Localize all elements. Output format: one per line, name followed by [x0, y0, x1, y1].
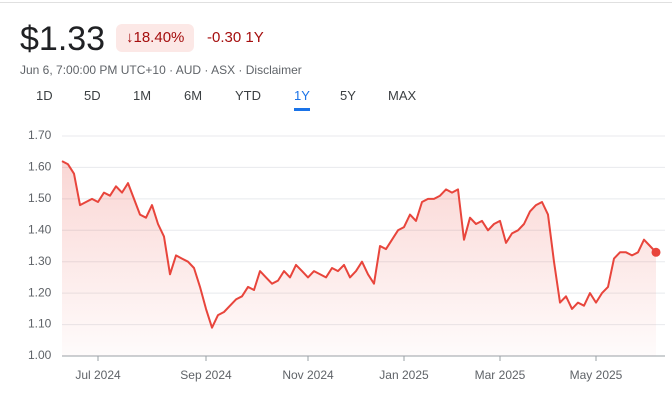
x-tick-label: Mar 2025 — [475, 368, 526, 382]
last-point — [651, 247, 661, 257]
price: $1.33 — [20, 20, 106, 58]
area — [62, 161, 656, 356]
y-tick-label: 1.60 — [28, 160, 52, 174]
change-percent: 18.40% — [133, 29, 185, 46]
range-tab[interactable]: MAX — [388, 88, 417, 103]
price-line — [61, 160, 657, 329]
range-tab[interactable]: YTD — [235, 88, 261, 103]
change-badge: ↓18.40% — [116, 24, 195, 52]
change: -0.30 1Y — [207, 29, 264, 46]
x-tick-label: Jul 2024 — [75, 368, 121, 382]
range-tab[interactable]: 5D — [84, 88, 101, 103]
y-tick-label: 1.00 — [28, 348, 52, 362]
range-tab[interactable]: 1M — [133, 88, 152, 103]
x-tick-label: Sep 2024 — [180, 368, 232, 382]
y-tick-label: 1.70 — [28, 128, 52, 142]
range-tab[interactable]: 1D — [36, 88, 53, 103]
x-tick-label: Nov 2024 — [282, 368, 334, 382]
divider — [0, 2, 672, 3]
y-tick-label: 1.30 — [28, 254, 52, 268]
subtitle: Jun 6, 7:00:00 PM UTC+10 · AUD · ASX · D… — [20, 63, 302, 77]
y-tick-label: 1.20 — [28, 285, 52, 299]
y-tick-label: 1.40 — [28, 222, 52, 236]
x-tick-label: Jan 2025 — [379, 368, 429, 382]
range-tab[interactable]: 5Y — [340, 88, 356, 103]
range-tab[interactable]: 1Y — [294, 88, 310, 111]
y-tick-label: 1.50 — [28, 191, 52, 205]
y-tick-label: 1.10 — [28, 317, 52, 331]
range-tab[interactable]: 6M — [184, 88, 203, 103]
x-tick-label: May 2025 — [570, 368, 623, 382]
